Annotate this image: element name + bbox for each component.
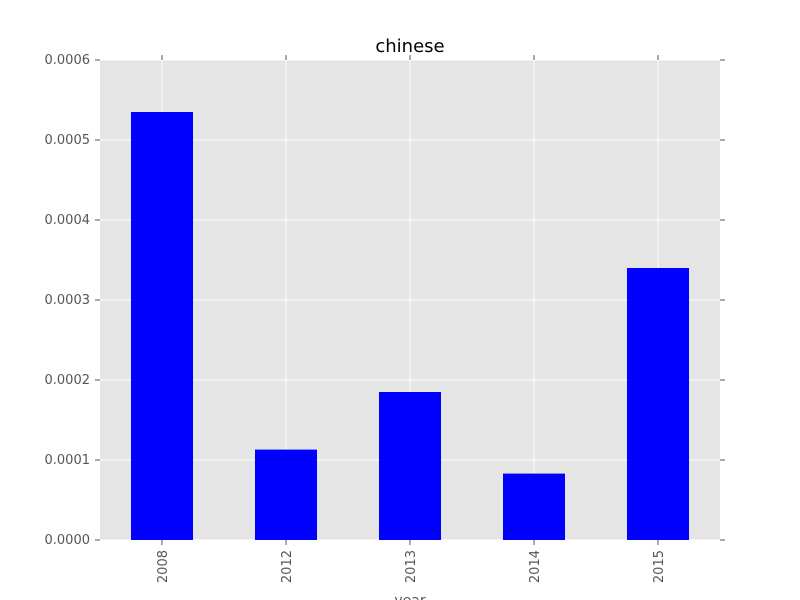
y-tick-label: 0.0002: [45, 373, 91, 388]
x-tick-label: 2014: [528, 550, 543, 583]
chart-title: chinese: [375, 36, 444, 57]
x-tick-label: 2008: [156, 550, 171, 583]
x-tick-label: 2015: [652, 550, 667, 583]
y-tick-label: 0.0003: [45, 293, 91, 308]
bar-2008: [131, 112, 193, 540]
x-tick-label: 2012: [280, 550, 295, 583]
x-axis-label: year: [394, 593, 425, 600]
y-tick-label: 0.0006: [45, 53, 91, 68]
y-tick-label: 0.0004: [45, 213, 91, 228]
x-tick-label: 2013: [404, 550, 419, 583]
y-tick-label: 0.0001: [45, 453, 91, 468]
bar-2014: [503, 473, 565, 540]
x-axis: 2008 2012 2013 2014 2015: [156, 55, 667, 583]
y-axis: 0.0000 0.0001 0.0002 0.0003 0.0004 0.0005 0.00…: [45, 53, 725, 548]
bar-2015: [627, 268, 689, 540]
bars-group: [131, 112, 689, 540]
y-tick-label: 0.0005: [45, 133, 91, 148]
y-tick-label: 0.0000: [45, 533, 91, 548]
bar-2012: [255, 449, 317, 540]
bar-2013: [379, 392, 441, 540]
